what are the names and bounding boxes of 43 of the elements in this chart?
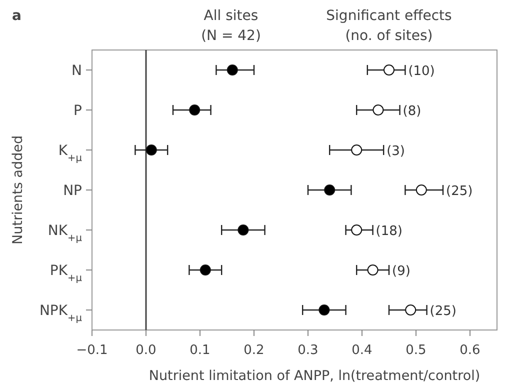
text: (no. of sites) [345, 28, 433, 44]
x-tick-label: −0.1 [76, 343, 108, 358]
point [351, 224, 362, 236]
x-tick-label: 0.5 [406, 343, 426, 358]
text: (N = 42) [201, 28, 261, 44]
x-tick-label: 0.6 [460, 343, 480, 358]
y-tick-label: NP [63, 183, 82, 199]
annotation: (3) [386, 144, 406, 159]
point [146, 144, 157, 156]
x-tick-label: 0.2 [244, 343, 264, 358]
point [367, 264, 378, 276]
y-tick-label: NK$_{+μ}$ [48, 223, 82, 244]
point [372, 104, 384, 116]
y-tick-label: NPK$_{+μ}$ [39, 303, 82, 324]
point [226, 64, 238, 76]
annotation: (8) [402, 104, 422, 119]
point [318, 304, 330, 316]
point [416, 184, 427, 196]
y-tick-label: PK$_{+μ}$ [50, 263, 82, 284]
x-tick-label: 0.1 [190, 343, 210, 358]
point [189, 104, 200, 116]
point [200, 264, 211, 276]
text: All sites [204, 8, 258, 24]
annotation: (10) [408, 64, 435, 79]
annotation: (9) [392, 264, 410, 279]
y-tick-label: P [74, 103, 82, 119]
x-axis-title: Nutrient limitation of ANPP, ln(treatment/control) [148, 368, 480, 384]
x-tick-label: 0.4 [352, 343, 372, 358]
text: a [12, 8, 22, 24]
y-axis-title: Nutrients added [10, 135, 26, 245]
point [324, 184, 336, 196]
point [405, 304, 416, 316]
annotation: (18) [376, 224, 402, 239]
y-tick-label: K$_{+μ}$ [58, 143, 82, 164]
point [351, 144, 362, 156]
annotation: (25) [446, 184, 473, 199]
x-tick-label: 0.0 [136, 343, 156, 358]
point [238, 224, 249, 236]
text: Significant effects [326, 8, 452, 24]
x-tick-label: 0.3 [298, 343, 318, 358]
point [384, 64, 394, 76]
y-tick-label: N [72, 63, 82, 79]
annotation: (25) [430, 304, 456, 319]
